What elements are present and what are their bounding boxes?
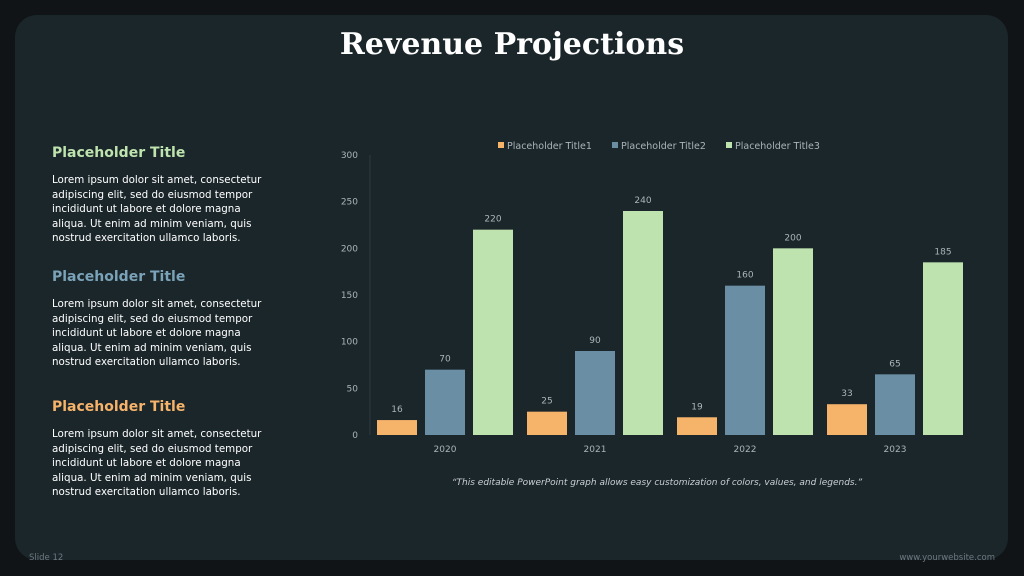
text-block-3-title: Placeholder Title bbox=[52, 399, 186, 415]
bar bbox=[473, 229, 513, 435]
data-label: 33 bbox=[841, 389, 852, 399]
text-block-1-title: Placeholder Title bbox=[52, 145, 186, 161]
chart-caption: “This editable PowerPoint graph allows e… bbox=[451, 478, 863, 488]
text-block-3-body: Lorem ipsum dolor sit amet, consectetur … bbox=[52, 428, 262, 498]
x-tick-label: 2020 bbox=[434, 445, 457, 455]
data-label: 70 bbox=[439, 355, 451, 365]
y-tick-label: 150 bbox=[341, 291, 358, 301]
bar bbox=[527, 411, 567, 435]
legend-swatch bbox=[498, 142, 504, 148]
legend-label: Placeholder Title3 bbox=[735, 141, 820, 152]
y-tick-label: 300 bbox=[341, 151, 358, 161]
bar bbox=[827, 404, 867, 435]
bar bbox=[773, 248, 813, 435]
x-tick-label: 2023 bbox=[884, 445, 907, 455]
text-block-2-body: Lorem ipsum dolor sit amet, consectetur … bbox=[52, 298, 262, 368]
text-block-3: Placeholder Title Lorem ipsum dolor sit … bbox=[52, 399, 287, 500]
bar bbox=[377, 420, 417, 435]
bar bbox=[425, 369, 465, 435]
y-tick-label: 50 bbox=[347, 384, 359, 394]
bar bbox=[923, 262, 963, 435]
text-block-2: Placeholder Title Lorem ipsum dolor sit … bbox=[52, 269, 287, 370]
data-label: 19 bbox=[691, 402, 703, 412]
legend-swatch bbox=[726, 142, 732, 148]
bar bbox=[677, 417, 717, 435]
y-tick-label: 0 bbox=[352, 431, 358, 441]
text-block-1: Placeholder Title Lorem ipsum dolor sit … bbox=[52, 145, 287, 246]
data-label: 65 bbox=[889, 359, 900, 369]
data-label: 220 bbox=[484, 215, 501, 225]
data-label: 160 bbox=[736, 271, 753, 281]
y-tick-label: 100 bbox=[341, 338, 358, 348]
y-tick-label: 250 bbox=[341, 198, 358, 208]
data-label: 25 bbox=[541, 397, 552, 407]
slide-number: Slide 12 bbox=[29, 553, 64, 563]
bar bbox=[623, 211, 663, 435]
legend-label: Placeholder Title1 bbox=[507, 141, 592, 152]
data-label: 185 bbox=[934, 247, 951, 257]
data-label: 200 bbox=[784, 233, 801, 243]
bar bbox=[725, 285, 765, 435]
legend-swatch bbox=[612, 142, 618, 148]
text-block-1-body: Lorem ipsum dolor sit amet, consectetur … bbox=[52, 174, 262, 244]
slide-title: Revenue Projections bbox=[339, 27, 685, 62]
legend-label: Placeholder Title2 bbox=[621, 141, 706, 152]
x-tick-label: 2021 bbox=[584, 445, 607, 455]
y-tick-label: 200 bbox=[341, 244, 358, 254]
bar bbox=[575, 351, 615, 435]
x-tick-label: 2022 bbox=[734, 445, 757, 455]
data-label: 90 bbox=[589, 336, 601, 346]
text-block-2-title: Placeholder Title bbox=[52, 269, 186, 285]
data-label: 240 bbox=[634, 196, 651, 206]
bar bbox=[875, 374, 915, 435]
data-label: 16 bbox=[391, 405, 403, 415]
website-url: www.yourwebsite.com bbox=[899, 553, 995, 563]
